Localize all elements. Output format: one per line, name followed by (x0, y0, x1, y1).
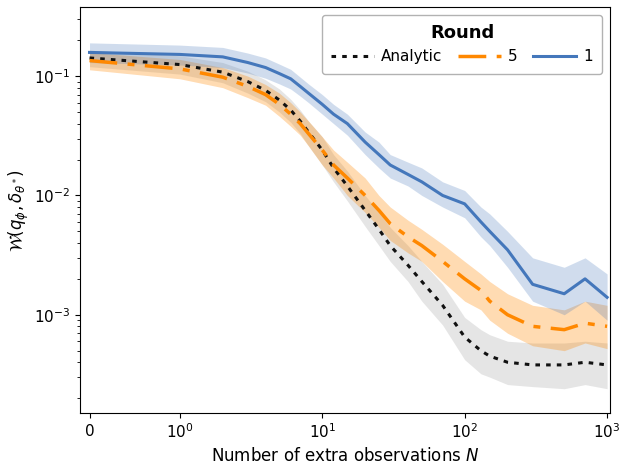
1 (477, 219, 485, 225)
5 (418, 243, 426, 248)
Line: Analytic: Analytic (90, 58, 607, 365)
1 (486, 228, 494, 234)
Analytic (344, 183, 351, 189)
Analytic (287, 107, 295, 113)
Analytic (418, 278, 426, 284)
Line: 1: 1 (90, 52, 607, 297)
Legend: Analytic, 5, 1: Analytic, 5, 1 (322, 15, 602, 74)
5 (375, 208, 382, 213)
Analytic (296, 118, 304, 124)
5 (296, 121, 304, 126)
Analytic (529, 362, 536, 368)
Analytic (604, 362, 611, 368)
Analytic (439, 303, 447, 308)
1 (86, 50, 94, 55)
1 (330, 111, 337, 117)
5 (477, 287, 485, 293)
5 (604, 323, 611, 329)
5 (244, 84, 252, 89)
5 (287, 111, 295, 117)
Analytic (375, 227, 382, 232)
Line: 5: 5 (90, 60, 607, 329)
X-axis label: Number of extra observations $N$: Number of extra observations $N$ (211, 447, 479, 465)
Analytic (176, 62, 183, 67)
5 (219, 74, 227, 80)
1 (461, 201, 468, 207)
5 (276, 101, 283, 107)
Analytic (461, 334, 468, 340)
Analytic (361, 208, 369, 213)
1 (296, 84, 304, 89)
5 (262, 92, 269, 97)
5 (305, 131, 312, 136)
1 (418, 179, 426, 185)
1 (176, 51, 183, 57)
Analytic (86, 55, 94, 61)
5 (486, 298, 494, 304)
5 (582, 320, 589, 326)
Analytic (219, 69, 227, 75)
5 (560, 327, 568, 332)
1 (582, 276, 589, 282)
Analytic (318, 147, 326, 153)
Analytic (305, 129, 312, 135)
1 (386, 162, 394, 168)
5 (318, 147, 326, 153)
Analytic (262, 87, 269, 93)
1 (219, 54, 227, 59)
Analytic (404, 262, 412, 268)
Analytic (276, 97, 283, 103)
5 (361, 193, 369, 198)
5 (330, 162, 337, 168)
5 (386, 221, 394, 227)
1 (344, 121, 351, 126)
1 (375, 152, 382, 158)
5 (504, 312, 511, 318)
Y-axis label: $\mathcal{W}(q_\phi, \delta_{\theta^*})$: $\mathcal{W}(q_\phi, \delta_{\theta^*})$ (7, 169, 31, 252)
Analytic (244, 79, 252, 84)
Analytic (582, 359, 589, 365)
Analytic (560, 362, 568, 368)
1 (262, 65, 269, 70)
5 (529, 323, 536, 329)
5 (439, 259, 447, 264)
Analytic (386, 243, 394, 248)
5 (176, 66, 183, 72)
1 (404, 172, 412, 177)
1 (276, 71, 283, 76)
1 (529, 281, 536, 287)
1 (287, 76, 295, 82)
Analytic (330, 165, 337, 171)
5 (344, 175, 351, 181)
1 (504, 247, 511, 253)
1 (560, 291, 568, 296)
1 (305, 90, 312, 96)
Analytic (477, 348, 485, 354)
1 (361, 139, 369, 145)
1 (244, 59, 252, 65)
1 (604, 295, 611, 300)
5 (461, 276, 468, 282)
5 (86, 58, 94, 63)
1 (318, 101, 326, 107)
Analytic (504, 359, 511, 365)
5 (404, 234, 412, 240)
Analytic (486, 354, 494, 359)
1 (439, 193, 447, 198)
